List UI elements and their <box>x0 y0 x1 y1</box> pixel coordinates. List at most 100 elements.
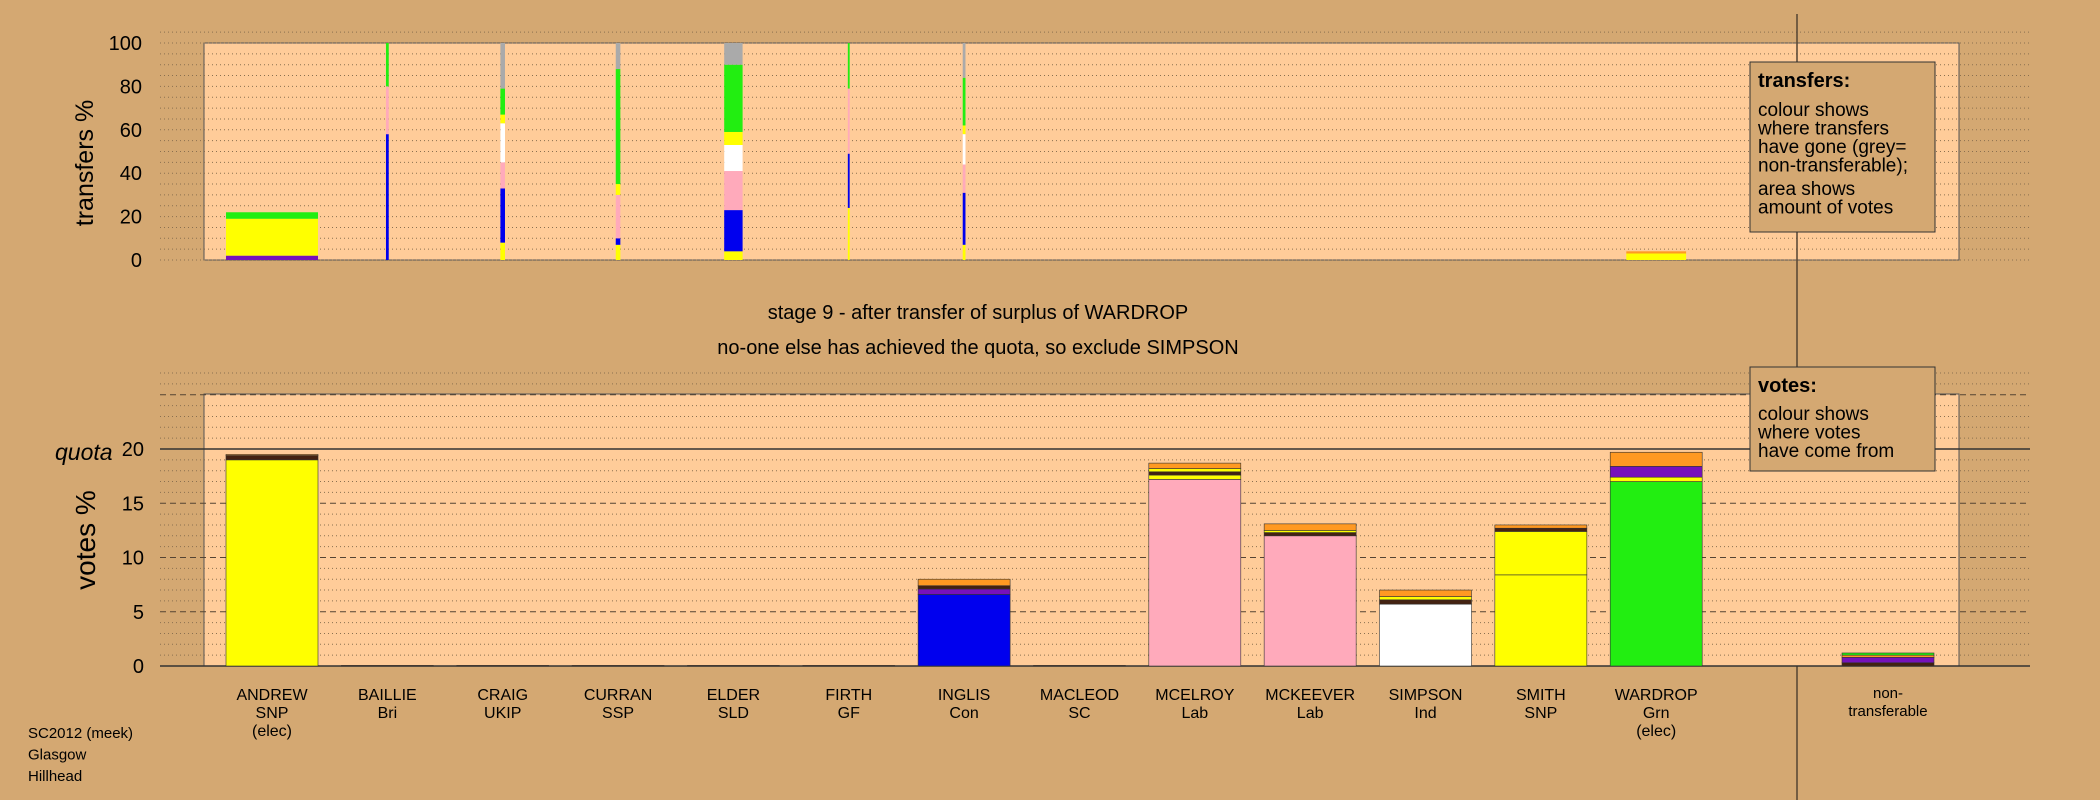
vote-segment <box>1379 596 1472 601</box>
transfers-legend-line: area shows <box>1758 179 1855 200</box>
footer-line: SC2012 (meek) <box>28 725 133 742</box>
vote-segment <box>917 585 1011 590</box>
vote-bar <box>1609 451 1703 667</box>
candidate-name: INGLIS <box>938 687 990 704</box>
votes-legend-line: have come from <box>1758 441 1894 462</box>
vote-segment <box>1379 599 1472 605</box>
transfers-y-axis-label: transfers % <box>71 100 99 226</box>
candidate-name: ANDREW <box>236 687 308 704</box>
candidate-party: GF <box>838 705 860 722</box>
footer-info: SC2012 (meek) Glasgow Hillhead <box>28 725 133 785</box>
transfers-plot-area <box>203 42 1960 261</box>
transfer-segment <box>615 69 621 185</box>
vote-bar <box>225 454 319 667</box>
quota-label: quota <box>55 439 113 465</box>
candidate-party: SLD <box>718 705 749 722</box>
transfer-segment <box>500 88 505 115</box>
vote-segment <box>341 665 434 667</box>
candidate-name: BAILLIE <box>358 687 417 704</box>
vote-bar <box>687 665 780 667</box>
vote-segment <box>1609 476 1703 482</box>
transfers-legend-line: colour shows <box>1758 100 1869 121</box>
nontransferable-label: non-transferable <box>1848 685 1927 720</box>
vote-segment <box>1494 531 1588 576</box>
transfers-legend-line: have gone (grey= <box>1758 137 1906 158</box>
footer-line: Hillhead <box>28 768 82 785</box>
candidate-party: Ind <box>1414 705 1436 722</box>
nontransferable-label-line: transferable <box>1848 703 1927 720</box>
vote-segment <box>1609 481 1703 667</box>
candidate-name: ELDER <box>707 687 760 704</box>
vote-bar <box>571 665 665 667</box>
transfer-segment <box>500 188 505 243</box>
candidate-name: WARDROP <box>1615 687 1698 704</box>
vote-bar <box>1494 524 1588 667</box>
candidate-party: SSP <box>602 705 634 722</box>
transfer-segment <box>962 43 966 78</box>
votes-y-tick-label: 15 <box>122 493 144 515</box>
candidate-name: FIRTH <box>825 687 872 704</box>
vote-segment <box>1263 523 1357 531</box>
transfer-column <box>226 212 318 260</box>
candidate-labels: ANDREWSNP(elec)BAILLIEBriCRAIGUKIPCURRAN… <box>236 687 1697 740</box>
transfer-segment <box>500 114 505 124</box>
vote-segment <box>1148 474 1242 480</box>
candidate-status: (elec) <box>1636 723 1676 740</box>
vote-segment <box>1148 471 1242 476</box>
candidate-party: Lab <box>1297 705 1324 722</box>
transfer-segment <box>615 194 621 239</box>
transfer-segment <box>226 212 318 219</box>
transfer-segment <box>724 64 743 132</box>
transfers-legend-line: non-transferable); <box>1758 156 1908 177</box>
vote-segment <box>1494 574 1588 667</box>
votes-y-ticks: 0 5 10 15 20 <box>122 439 144 678</box>
transfer-segment <box>962 125 966 135</box>
transfer-segment <box>724 210 743 252</box>
votes-chart: 0 5 10 15 20 votes % quota <box>55 372 2030 678</box>
vote-segment <box>1033 665 1126 667</box>
transfer-segment <box>962 244 966 260</box>
vote-segment <box>1148 468 1242 473</box>
transfer-segment <box>500 162 505 189</box>
transfer-segment <box>615 244 621 260</box>
transfer-segment <box>500 43 505 89</box>
footer-line: Glasgow <box>28 747 87 764</box>
votes-y-tick-label: 0 <box>133 656 144 678</box>
votes-legend-title: votes: <box>1758 375 1817 397</box>
transfer-column <box>385 43 389 260</box>
transfer-segment <box>962 77 966 126</box>
vote-bar <box>802 665 896 667</box>
transfers-y-tick-label: 60 <box>120 120 142 142</box>
candidate-party: SC <box>1068 705 1090 722</box>
candidate-party: Bri <box>378 705 398 722</box>
transfer-column <box>962 43 966 260</box>
votes-y-tick-label: 10 <box>122 548 144 570</box>
transfers-legend-line: where transfers <box>1757 119 1889 140</box>
transfers-y-tick-label: 100 <box>109 33 142 55</box>
candidate-name: SIMPSON <box>1389 687 1463 704</box>
candidate-party: Lab <box>1181 705 1208 722</box>
vote-bar <box>1148 462 1242 667</box>
vote-segment <box>802 665 896 667</box>
votes-y-tick-label: 5 <box>133 602 144 624</box>
chart-subtitle: no-one else has achieved the quota, so e… <box>717 337 1238 359</box>
transfers-y-tick-label: 20 <box>120 207 142 229</box>
votes-legend-line: where votes <box>1757 423 1860 444</box>
transfer-segment <box>724 131 743 145</box>
candidate-name: SMITH <box>1516 687 1566 704</box>
vote-segment <box>1609 451 1703 467</box>
vote-segment <box>1148 462 1242 469</box>
transfer-segment <box>1626 251 1687 254</box>
candidate-party: SNP <box>256 705 289 722</box>
vote-segment <box>1841 652 1935 656</box>
candidate-name: CRAIG <box>477 687 528 704</box>
